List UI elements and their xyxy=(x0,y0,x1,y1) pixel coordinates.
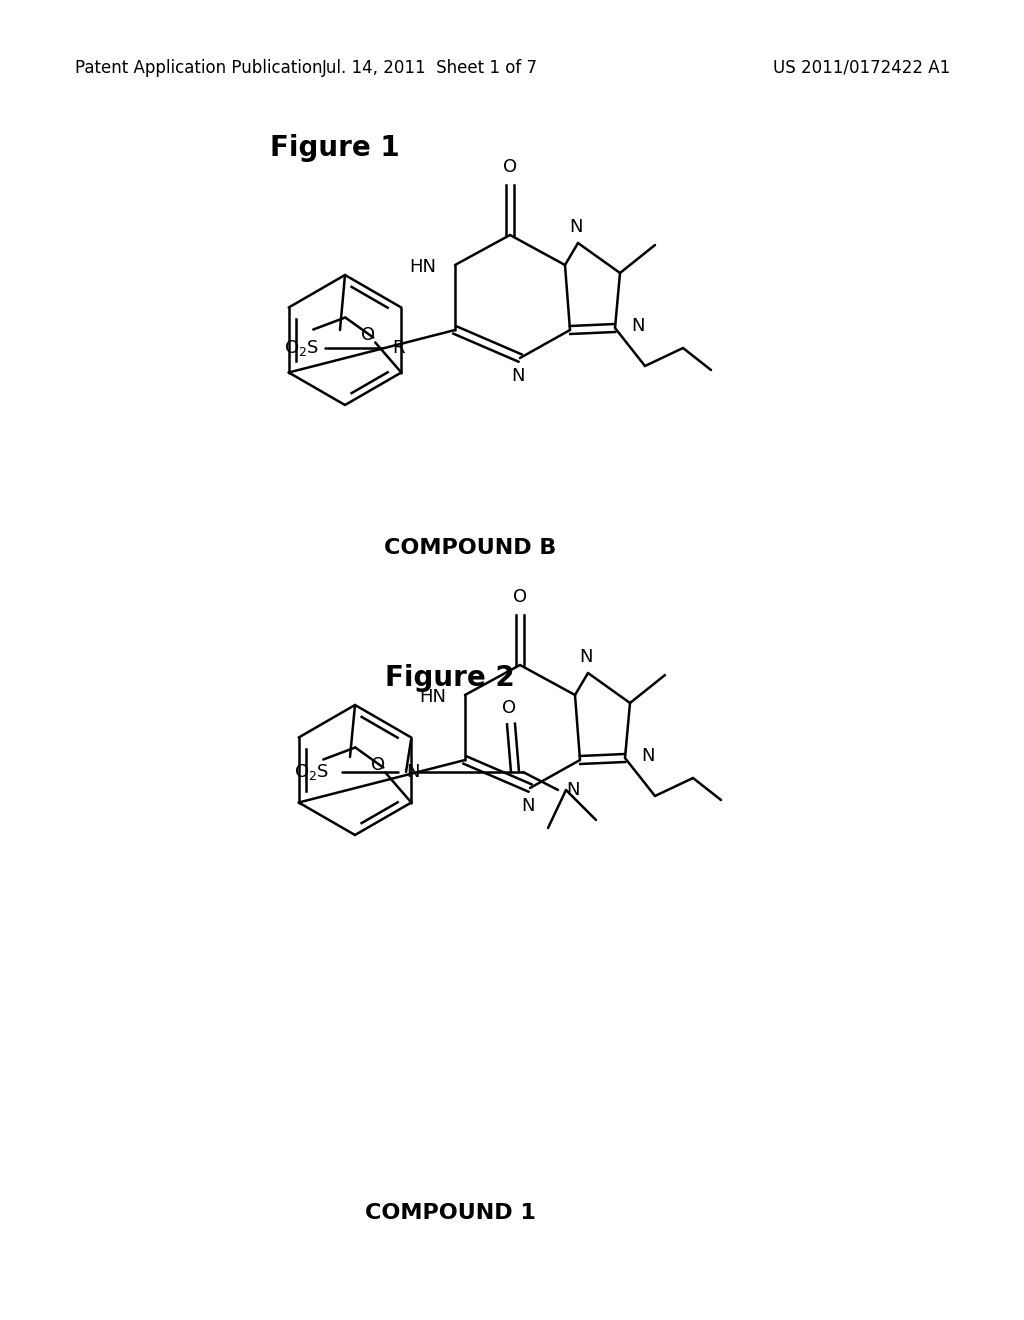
Text: HN: HN xyxy=(420,688,446,706)
Text: O: O xyxy=(372,756,385,775)
Text: N: N xyxy=(566,781,580,799)
Text: Patent Application Publication: Patent Application Publication xyxy=(75,59,323,77)
Text: O$_2$S: O$_2$S xyxy=(294,762,330,781)
Text: O: O xyxy=(503,158,517,176)
Text: COMPOUND B: COMPOUND B xyxy=(384,539,556,558)
Text: N: N xyxy=(511,367,524,385)
Text: HN: HN xyxy=(410,257,436,276)
Text: O: O xyxy=(361,326,376,345)
Text: US 2011/0172422 A1: US 2011/0172422 A1 xyxy=(773,59,950,77)
Text: N: N xyxy=(406,763,420,781)
Text: O: O xyxy=(513,587,527,606)
Text: N: N xyxy=(521,797,535,814)
Text: Figure 2: Figure 2 xyxy=(385,664,515,692)
Text: O$_2$S: O$_2$S xyxy=(285,338,319,358)
Text: R: R xyxy=(392,339,404,356)
Text: O: O xyxy=(502,700,516,717)
Text: Jul. 14, 2011  Sheet 1 of 7: Jul. 14, 2011 Sheet 1 of 7 xyxy=(322,59,538,77)
Text: COMPOUND 1: COMPOUND 1 xyxy=(365,1203,536,1224)
Text: N: N xyxy=(569,218,583,236)
Text: N: N xyxy=(580,648,593,667)
Text: N: N xyxy=(641,747,654,766)
Text: N: N xyxy=(631,317,644,335)
Text: Figure 1: Figure 1 xyxy=(270,135,399,162)
